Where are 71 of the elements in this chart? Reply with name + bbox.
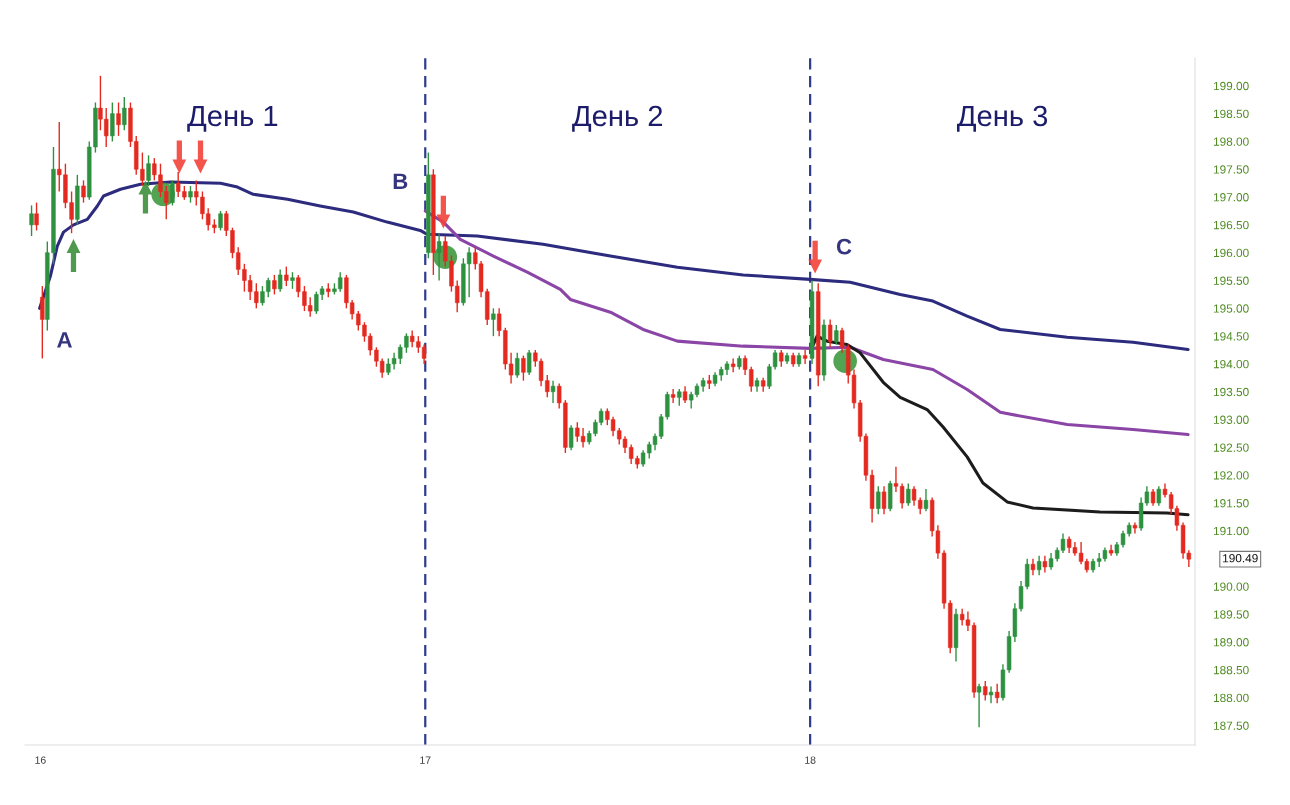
annotation: День 2 [572,105,663,132]
y-tick-label: 196.00 [1213,248,1249,258]
candlestick [834,324,839,346]
candlestick [491,307,496,337]
candlestick [284,265,289,287]
x-tick-label: 16 [35,756,46,764]
candlestick [988,685,994,704]
candlestick [906,482,911,507]
candlestick [116,101,121,137]
y-tick-label: 192.50 [1213,443,1249,452]
y-tick-label: 190.00 [1213,582,1249,591]
candlestick [146,154,151,187]
candlestick [1036,555,1042,577]
candlestick [976,683,982,728]
candlestick [170,179,175,207]
y-tick-label: 197.00 [1213,193,1249,202]
candlestick [436,232,442,282]
y-tick-label: 198.50 [1213,109,1249,119]
candlestick [122,96,127,132]
annotation: 190.49 [1223,554,1258,563]
candlestick [550,379,556,404]
y-tick-label: 196.50 [1213,220,1249,230]
y-tick-label: 189.00 [1213,638,1249,647]
candlestick [1108,544,1114,557]
y-tick-label: 193.50 [1213,387,1249,397]
candlestick [876,485,881,515]
candlestick [983,680,988,702]
candlestick [526,349,532,376]
y-tick-label: 195.50 [1213,276,1249,285]
line-series [423,209,1190,437]
candlestick [521,354,526,382]
x-tick-label: 17 [420,756,431,764]
candlestick [827,318,833,348]
y-tick-label: 191.50 [1213,499,1249,508]
candlestick [515,352,520,379]
candlestick [1156,485,1162,507]
y-tick-label: 188.50 [1213,665,1249,675]
candlestick [272,274,277,296]
y-tick-label: 192.00 [1213,471,1249,480]
candlestick [29,204,34,237]
annotation: B [393,173,408,189]
candlestick [110,101,115,143]
y-tick-label: 188.00 [1213,693,1249,703]
y-tick-label: 197.50 [1213,165,1249,174]
candlestick [923,488,929,513]
y-tick-label: 194.50 [1213,332,1249,341]
x-tick-label: 18 [805,756,816,764]
annotation: День 3 [956,105,1048,132]
y-tick-label: 191.00 [1213,526,1249,536]
candlestick [802,349,808,365]
candlestick [730,357,736,373]
candlestick [34,201,39,232]
y-tick-label: 193.00 [1213,415,1249,424]
y-tick-label: 195.00 [1213,304,1249,313]
candlestick [994,683,1000,704]
y-tick-label: 199.00 [1213,81,1249,91]
y-tick-label: 194.00 [1213,359,1249,369]
candlestick [881,485,887,515]
annotation: C [836,238,852,255]
y-tick-label: 187.50 [1213,721,1249,730]
candlestick [40,285,45,360]
y-tick-label: 189.50 [1213,610,1249,619]
y-tick-label: 198.00 [1213,137,1249,146]
annotation: День 1 [187,105,278,132]
candlestick [1132,521,1138,535]
candlestick [81,179,86,204]
candlestick [277,268,283,293]
candlestick [670,388,676,404]
candlestick [218,210,223,232]
candlestick [568,424,574,451]
annotation: A [57,332,72,348]
